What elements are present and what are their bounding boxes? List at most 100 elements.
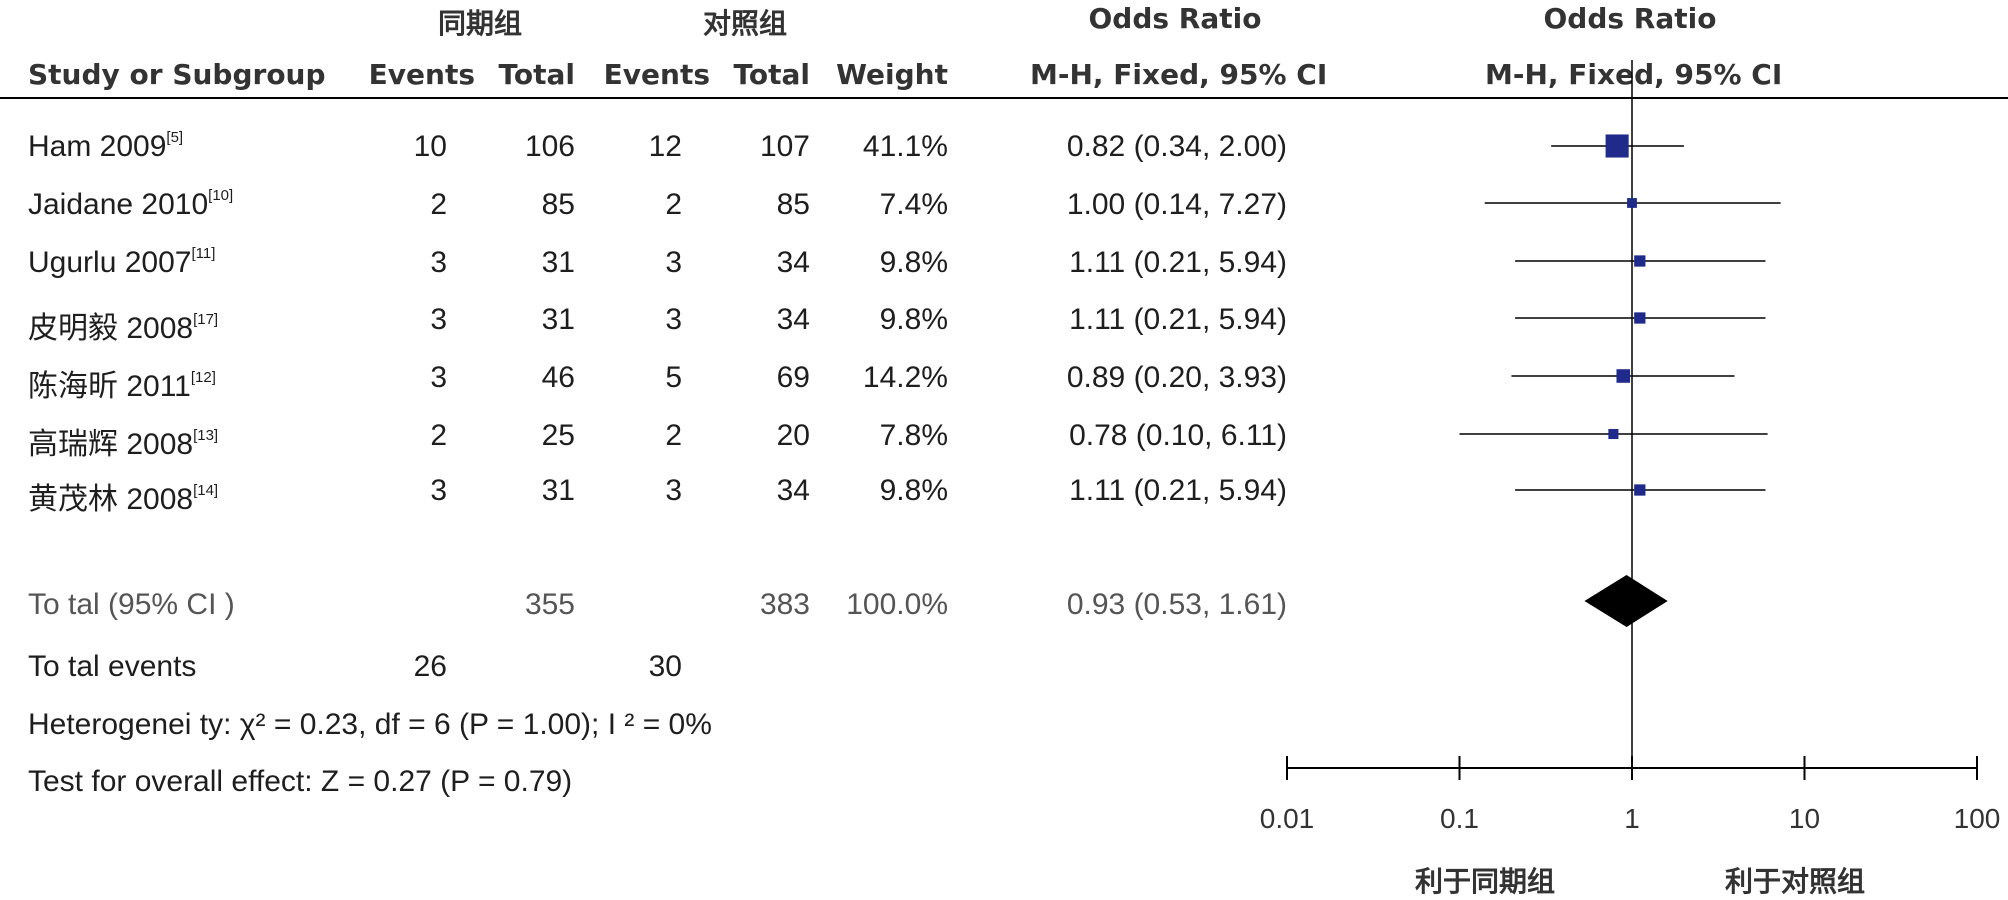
study-name: Jaidane 2010[10] [28,188,233,222]
study-total2: 20 [776,419,810,452]
method-table-header: M-H, Fixed, 95% CI [1030,58,1328,91]
study-total2: 34 [776,303,810,336]
study-ci: 1.11 (0.21, 5.94) [1069,303,1287,336]
header-divider [0,97,2008,99]
study-reference: [12] [190,369,216,386]
study-weight: 41.1% [862,130,948,163]
study-events1: 3 [430,303,447,336]
favours-right-label: 利于对照组 [1724,865,1865,898]
total-weight: 100.0% [846,588,948,621]
odds-ratio-plot-header: Odds Ratio [1543,2,1717,35]
study-reference: [17] [193,311,219,328]
study-weight: 14.2% [862,361,948,394]
study-ci: 0.82 (0.34, 2.00) [1066,130,1287,163]
odds-ratio-table-header: Odds Ratio [1088,2,1262,35]
x-axis-tick-label: 100 [1954,803,2001,834]
study-name: 皮明毅 2008[17] [28,303,218,347]
study-events2: 3 [665,474,682,507]
study-marker [1627,198,1637,208]
study-events2: 12 [648,130,682,163]
pooled-diamond [1584,575,1668,627]
study-marker [1634,255,1646,267]
overall-effect-text: Test for overall effect: Z = 0.27 (P = 0… [28,765,573,798]
study-weight: 7.8% [879,419,948,452]
study-marker [1634,484,1646,496]
study-weight: 9.8% [879,246,948,279]
study-total1: 31 [541,474,575,507]
study-name-text: 皮明毅 2008 [28,312,194,345]
study-events1: 10 [413,130,447,163]
study-marker [1634,312,1646,324]
events1-column-header: Events [368,58,475,91]
study-ci: 1.00 (0.14, 7.27) [1066,188,1287,221]
x-axis-tick-label: 0.01 [1260,803,1315,834]
study-marker [1608,428,1619,440]
study-marker [1616,369,1631,383]
study-name: 黄茂林 2008[14] [28,474,218,518]
study-name: 高瑞辉 2008[13] [28,419,218,463]
study-reference: [10] [208,187,234,204]
favours-left-label: 利于同期组 [1414,865,1555,898]
study-events1: 2 [430,419,447,452]
study-total2: 69 [776,361,810,394]
study-total1: 31 [541,303,575,336]
x-axis-tick-label: 0.1 [1440,803,1479,834]
study-name: Ugurlu 2007[11] [28,246,215,280]
study-events1: 2 [430,188,447,221]
study-total1: 106 [524,130,575,163]
total-ci: 0.93 (0.53, 1.61) [1066,588,1287,621]
study-events1: 3 [430,474,447,507]
x-axis-tick-label: 10 [1789,803,1820,834]
study-reference: [14] [193,482,219,499]
group1-header: 同期组 [437,7,522,40]
study-name: Ham 2009[5] [28,130,183,164]
heterogeneity-text: Heterogenei ty: χ² = 0.23, df = 6 (P = 1… [28,708,712,741]
study-events1: 3 [430,246,447,279]
study-weight: 7.4% [879,188,948,221]
study-total2: 34 [776,246,810,279]
study-reference: [13] [193,427,219,444]
study-name-text: Ugurlu 2007 [28,246,192,279]
study-events2: 2 [665,188,682,221]
total-n2: 383 [759,588,810,621]
study-reference: [11] [191,245,216,262]
study-total1: 46 [541,361,575,394]
total2-column-header: Total [733,58,811,91]
weight-column-header: Weight [836,58,948,91]
study-total2: 85 [776,188,810,221]
study-name-text: 高瑞辉 2008 [28,428,194,461]
study-events1: 3 [430,361,447,394]
total-events-e2: 30 [648,650,682,683]
study-events2: 5 [665,361,682,394]
total1-column-header: Total [498,58,576,91]
study-total1: 31 [541,246,575,279]
study-weight: 9.8% [879,474,948,507]
study-name-text: 黄茂林 2008 [28,483,194,516]
events2-column-header: Events [603,58,710,91]
study-total2: 107 [759,130,810,163]
study-name: 陈海昕 2011[12] [28,361,216,405]
study-total2: 34 [776,474,810,507]
study-name-text: Ham 2009 [28,130,167,163]
total-events-label: To tal events [28,650,197,683]
study-name-text: 陈海昕 2011 [28,370,191,403]
total-events-e1: 26 [413,650,447,683]
study-total1: 25 [541,419,575,452]
study-marker [1605,134,1629,158]
x-axis-tick-label: 1 [1624,803,1640,834]
study-ci: 1.11 (0.21, 5.94) [1069,474,1287,507]
study-ci: 1.11 (0.21, 5.94) [1069,246,1287,279]
study-events2: 3 [665,246,682,279]
total-n1: 355 [524,588,575,621]
study-reference: [5] [166,129,184,146]
group2-header: 对照组 [702,7,787,40]
study-events2: 3 [665,303,682,336]
study-ci: 0.78 (0.10, 6.11) [1069,419,1287,452]
study-column-header: Study or Subgroup [28,58,326,91]
total-label: To tal (95% CI ) [28,588,235,621]
study-ci: 0.89 (0.20, 3.93) [1066,361,1287,394]
study-total1: 85 [541,188,575,221]
study-events2: 2 [665,419,682,452]
study-weight: 9.8% [879,303,948,336]
